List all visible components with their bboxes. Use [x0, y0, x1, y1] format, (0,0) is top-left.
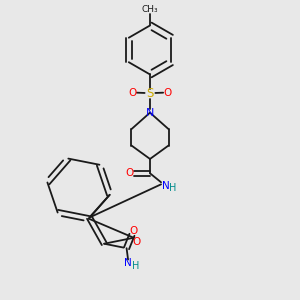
Text: O: O: [129, 226, 137, 236]
Text: H: H: [169, 183, 177, 193]
Text: N: N: [124, 258, 132, 268]
Text: S: S: [146, 87, 154, 101]
Text: O: O: [128, 88, 136, 98]
Text: CH₃: CH₃: [142, 4, 158, 14]
Text: N: N: [162, 181, 170, 190]
Text: O: O: [132, 237, 140, 247]
Text: H: H: [132, 260, 139, 271]
Text: O: O: [126, 168, 134, 178]
Text: N: N: [146, 108, 154, 118]
Text: O: O: [164, 88, 172, 98]
